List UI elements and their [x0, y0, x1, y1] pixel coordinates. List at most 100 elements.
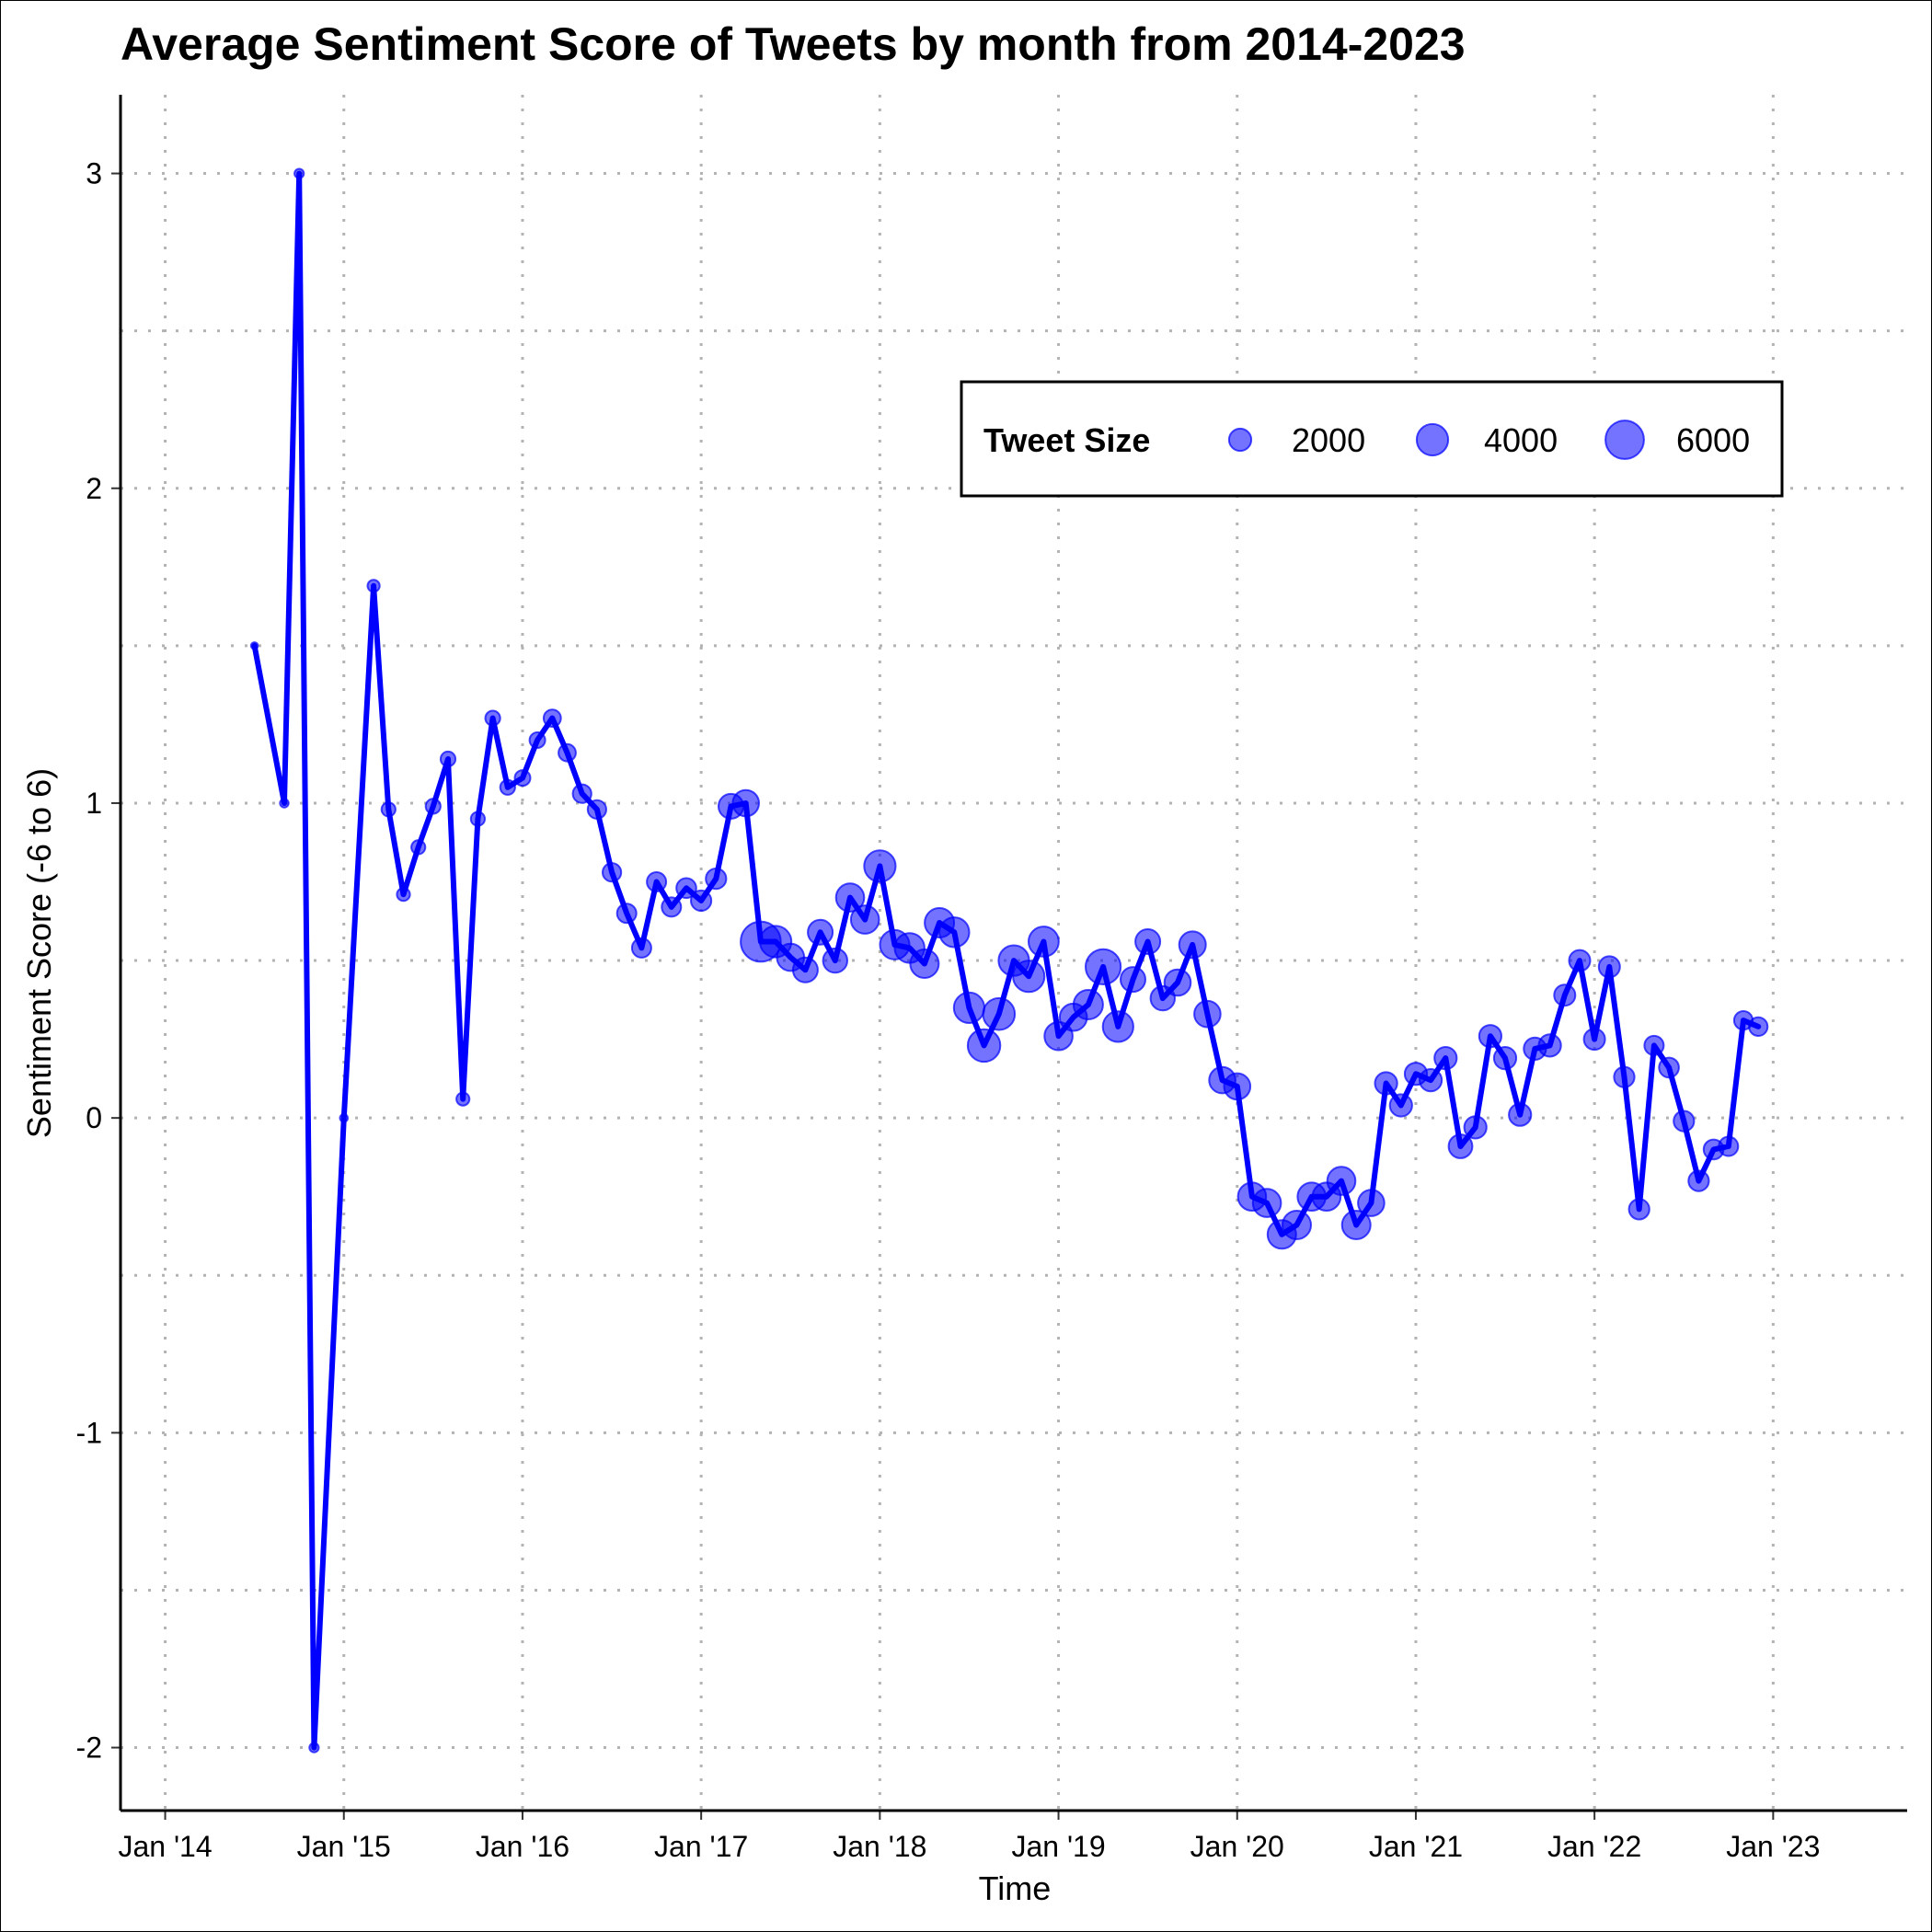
data-point — [1178, 930, 1207, 960]
data-point — [731, 788, 761, 818]
data-point — [528, 731, 546, 749]
y-tick-label: -1 — [76, 1416, 102, 1449]
data-point — [410, 839, 427, 856]
data-point — [1492, 1046, 1518, 1071]
data-point — [1643, 1034, 1665, 1056]
data-point — [791, 956, 819, 983]
data-point — [469, 811, 487, 827]
data-point — [1374, 1071, 1398, 1096]
y-axis-title: Sentiment Score (-6 to 6) — [20, 768, 58, 1138]
data-point — [1028, 926, 1060, 958]
data-point — [293, 167, 305, 179]
legend-box — [960, 380, 1784, 498]
data-point — [1582, 1028, 1606, 1052]
data-point — [339, 1112, 350, 1123]
data-point — [834, 882, 866, 913]
data-point — [1163, 968, 1192, 997]
x-tick-label: Jan '19 — [1011, 1830, 1105, 1863]
data-point — [586, 799, 608, 820]
data-point — [1357, 1189, 1386, 1217]
legend-size-key — [1227, 427, 1253, 453]
data-point — [1433, 1046, 1458, 1071]
data-point — [1613, 1065, 1636, 1088]
data-point — [249, 641, 259, 650]
data-point — [499, 778, 516, 796]
data-point — [1072, 989, 1104, 1020]
data-point — [690, 889, 713, 913]
series-layer — [249, 167, 1769, 1754]
data-point — [1463, 1115, 1488, 1140]
data-point — [675, 877, 697, 900]
data-point — [602, 862, 623, 883]
data-point — [1326, 1166, 1357, 1196]
x-axis-title: Time — [979, 1869, 1052, 1907]
data-point — [1597, 955, 1621, 979]
data-point — [1251, 1188, 1282, 1218]
x-tick-label: Jan '21 — [1369, 1830, 1463, 1863]
data-point — [1134, 928, 1162, 955]
x-tick-label: Jan '20 — [1190, 1830, 1284, 1863]
x-tick-label: Jan '14 — [118, 1830, 212, 1863]
data-point — [542, 708, 562, 728]
y-tick-label: -2 — [76, 1731, 102, 1765]
data-point — [1193, 999, 1222, 1029]
grid-layer — [121, 95, 1907, 1811]
y-tick-label: 3 — [86, 157, 102, 190]
data-point — [1627, 1198, 1650, 1221]
data-point — [1537, 1033, 1562, 1058]
data-point — [1508, 1102, 1533, 1127]
x-tick-label: Jan '23 — [1726, 1830, 1820, 1863]
data-point — [615, 903, 638, 925]
axes-layer: Jan '14 Jan '15 Jan '16 Jan '17 Jan '18 Jan '… — [76, 95, 1907, 1863]
data-point — [1120, 966, 1146, 994]
data-point — [849, 904, 880, 935]
y-tick-label: 0 — [86, 1101, 102, 1134]
x-tick-label: Jan '16 — [476, 1830, 569, 1863]
data-point — [1568, 949, 1592, 972]
data-point — [455, 1091, 471, 1107]
data-point — [424, 798, 442, 815]
data-point — [366, 579, 381, 593]
data-point — [982, 996, 1017, 1031]
data-point — [571, 783, 592, 804]
data-point — [1447, 1133, 1474, 1159]
data-point — [1718, 1135, 1740, 1157]
legend-size-key — [1415, 422, 1450, 457]
data-point — [938, 916, 971, 949]
legend-size-label: 2000 — [1292, 421, 1365, 459]
data-point — [1658, 1056, 1680, 1079]
data-point — [1478, 1024, 1503, 1049]
data-point — [952, 991, 986, 1025]
x-tick-label: Jan '15 — [297, 1830, 391, 1863]
data-point — [909, 949, 940, 979]
data-point — [1687, 1169, 1710, 1192]
x-tick-label: Jan '18 — [833, 1830, 926, 1863]
data-point — [807, 918, 834, 946]
data-point — [705, 868, 728, 891]
data-point — [1340, 1210, 1372, 1240]
data-point — [308, 1742, 320, 1754]
data-point — [1223, 1072, 1252, 1101]
data-point — [646, 871, 668, 892]
data-point — [513, 769, 532, 788]
legend-size-label: 4000 — [1484, 421, 1558, 459]
data-point — [1419, 1068, 1443, 1093]
data-point — [822, 947, 848, 974]
data-point — [1748, 1016, 1769, 1038]
x-tick-label: Jan '22 — [1547, 1830, 1641, 1863]
y-tick-label: 2 — [86, 472, 102, 505]
data-point — [396, 887, 411, 903]
data-point — [380, 801, 397, 818]
x-tick-label: Jan '17 — [654, 1830, 748, 1863]
data-point — [1085, 948, 1122, 986]
data-point — [558, 742, 577, 763]
data-point — [439, 750, 457, 768]
data-point — [1012, 960, 1046, 994]
legend-title: Tweet Size — [983, 421, 1150, 459]
data-point — [630, 937, 652, 959]
legend-size-label: 6000 — [1676, 421, 1750, 459]
y-tick-label: 1 — [86, 787, 102, 820]
data-point — [279, 798, 290, 809]
